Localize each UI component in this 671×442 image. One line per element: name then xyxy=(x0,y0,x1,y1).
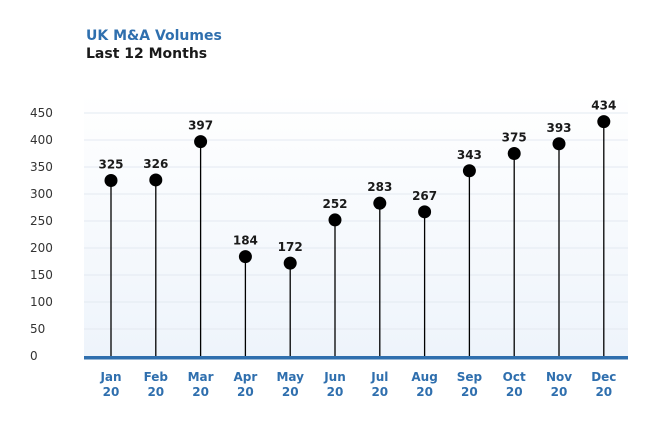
data-label: 326 xyxy=(143,157,168,171)
markers xyxy=(104,115,611,270)
y-tick-label: 250 xyxy=(30,214,53,228)
data-point xyxy=(418,205,432,219)
x-tick-month: Jan xyxy=(99,370,121,384)
data-point xyxy=(283,256,297,270)
x-tick-year: 20 xyxy=(147,385,164,399)
data-label: 434 xyxy=(591,99,616,113)
x-tick-month: Aug xyxy=(411,370,437,384)
stems xyxy=(110,121,605,356)
x-tick-year: 20 xyxy=(551,385,568,399)
x-tick-year: 20 xyxy=(237,385,254,399)
y-tick-label: 100 xyxy=(30,295,53,309)
y-tick-label: 0 xyxy=(30,349,38,363)
x-tick-year: 20 xyxy=(371,385,388,399)
data-labels: 325 326 397 184 172 252 283 267 343 375 393 434 xyxy=(98,99,616,254)
y-axis-ticks: 0 50 100 150 200 250 300 350 400 450 xyxy=(30,106,53,363)
y-tick-label: 400 xyxy=(30,133,53,147)
x-tick-month: Mar xyxy=(188,370,214,384)
x-tick-month: Nov xyxy=(546,370,572,384)
data-point xyxy=(149,173,163,187)
data-label: 172 xyxy=(278,240,303,254)
data-point xyxy=(597,115,611,129)
data-label: 252 xyxy=(322,197,347,211)
data-label: 397 xyxy=(188,119,213,133)
y-tick-label: 150 xyxy=(30,268,53,282)
data-label: 184 xyxy=(233,234,258,248)
x-tick-month: Sep xyxy=(457,370,483,384)
data-point xyxy=(238,250,252,264)
x-tick-month: Jun xyxy=(323,370,346,384)
x-tick-month: May xyxy=(276,370,304,384)
data-point xyxy=(462,164,476,178)
plot-background xyxy=(84,93,628,356)
x-axis-labels: Jan20Feb20Mar20Apr20May20Jun20Jul20Aug20… xyxy=(99,370,616,399)
data-label: 283 xyxy=(367,180,392,194)
data-point xyxy=(104,174,118,187)
data-label: 325 xyxy=(98,158,123,172)
data-label: 375 xyxy=(502,131,527,145)
x-tick-month: Jul xyxy=(370,370,388,384)
x-tick-year: 20 xyxy=(595,385,612,399)
x-tick-month: Oct xyxy=(503,370,526,384)
data-point xyxy=(373,196,387,210)
chart-subtitle: Last 12 Months xyxy=(86,46,208,62)
x-tick-month: Apr xyxy=(234,370,258,384)
x-tick-year: 20 xyxy=(282,385,299,399)
x-tick-year: 20 xyxy=(416,385,433,399)
y-tick-label: 350 xyxy=(30,160,53,174)
x-tick-year: 20 xyxy=(192,385,209,399)
data-point xyxy=(194,135,208,149)
x-tick-month: Dec xyxy=(591,370,616,384)
data-point xyxy=(507,147,521,160)
gridlines xyxy=(84,112,628,330)
y-tick-label: 50 xyxy=(30,322,45,336)
x-tick-year: 20 xyxy=(506,385,523,399)
x-axis-line xyxy=(84,356,628,360)
x-tick-year: 20 xyxy=(461,385,478,399)
x-tick-month: Feb xyxy=(144,370,169,384)
data-point xyxy=(552,137,566,151)
data-label: 343 xyxy=(457,148,482,162)
x-tick-year: 20 xyxy=(327,385,344,399)
data-label: 393 xyxy=(546,121,571,135)
data-label: 267 xyxy=(412,189,437,203)
y-tick-label: 200 xyxy=(30,241,53,255)
data-point xyxy=(328,213,342,227)
chart-title: UK M&A Volumes xyxy=(86,28,222,44)
y-tick-label: 450 xyxy=(30,106,53,120)
x-tick-year: 20 xyxy=(103,385,120,399)
y-tick-label: 300 xyxy=(30,187,53,201)
